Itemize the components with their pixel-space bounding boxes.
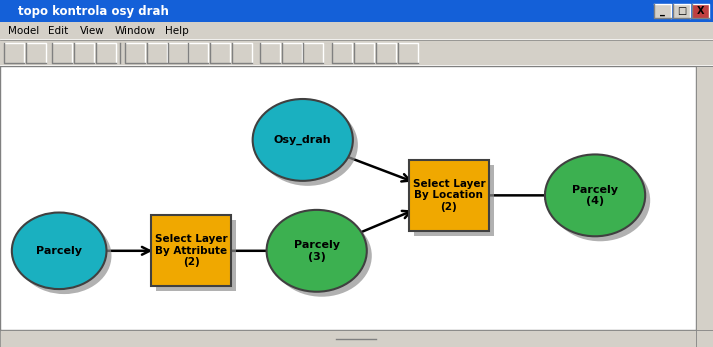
Bar <box>0 0 713 22</box>
Bar <box>232 43 252 63</box>
Ellipse shape <box>257 104 358 186</box>
Text: Parcely: Parcely <box>36 246 82 256</box>
Text: Help: Help <box>165 26 189 36</box>
Bar <box>376 43 396 63</box>
Bar <box>0 66 696 330</box>
Ellipse shape <box>12 212 106 289</box>
Ellipse shape <box>550 159 650 241</box>
Bar <box>96 43 116 63</box>
Bar <box>156 220 237 291</box>
Bar <box>188 43 208 63</box>
Bar <box>696 330 713 347</box>
Bar <box>147 43 167 63</box>
Bar <box>414 165 494 236</box>
Bar <box>125 43 145 63</box>
Bar <box>696 66 713 330</box>
Bar <box>692 4 709 18</box>
Bar <box>673 4 690 18</box>
Bar <box>52 43 72 63</box>
Bar <box>260 43 280 63</box>
Text: Model: Model <box>8 26 39 36</box>
Ellipse shape <box>267 210 366 292</box>
Bar <box>332 43 352 63</box>
Text: X: X <box>697 6 704 16</box>
Bar <box>4 43 24 63</box>
Text: Select Layer
By Location
(2): Select Layer By Location (2) <box>413 179 486 212</box>
Text: Parcely
(4): Parcely (4) <box>572 185 618 206</box>
Bar <box>409 160 489 231</box>
Bar <box>26 43 46 63</box>
Bar <box>282 43 302 63</box>
Text: Edit: Edit <box>48 26 68 36</box>
Ellipse shape <box>545 154 645 236</box>
Bar <box>210 43 230 63</box>
Text: □: □ <box>677 6 686 16</box>
Bar <box>398 43 418 63</box>
Bar <box>0 40 713 66</box>
Bar <box>654 4 671 18</box>
Bar <box>168 43 188 63</box>
Bar <box>151 215 232 286</box>
Text: _: _ <box>660 6 665 16</box>
Text: Osy_drah: Osy_drah <box>274 135 332 145</box>
Ellipse shape <box>252 99 353 181</box>
Text: topo kontrola osy drah: topo kontrola osy drah <box>18 5 169 17</box>
Text: Select Layer
By Attribute
(2): Select Layer By Attribute (2) <box>155 234 227 268</box>
Bar <box>354 43 374 63</box>
Text: View: View <box>80 26 105 36</box>
Ellipse shape <box>17 218 111 294</box>
Bar <box>0 330 696 347</box>
Bar <box>74 43 94 63</box>
Text: Parcely
(3): Parcely (3) <box>294 240 339 262</box>
Bar <box>0 22 713 40</box>
Text: Window: Window <box>115 26 156 36</box>
Bar <box>303 43 323 63</box>
Ellipse shape <box>272 215 371 297</box>
